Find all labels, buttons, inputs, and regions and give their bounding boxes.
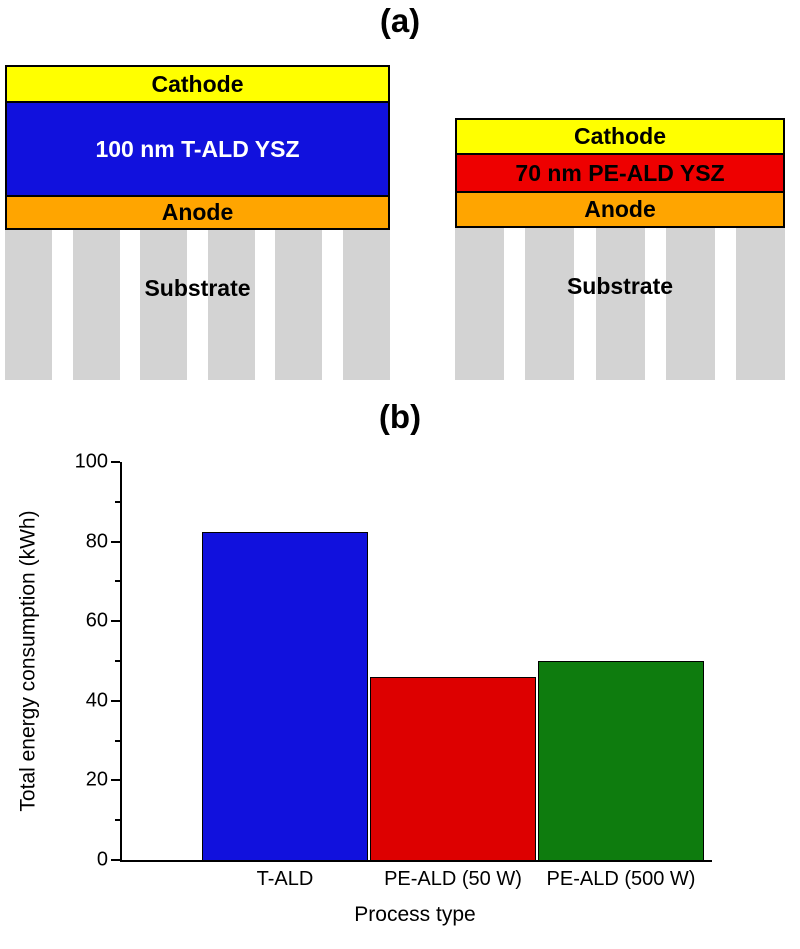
anode-label: Anode <box>161 199 234 225</box>
cathode-layer: Cathode <box>5 65 390 103</box>
y-axis-tick <box>115 739 120 742</box>
y-axis-tick <box>115 819 120 822</box>
x-axis-title: Process type <box>354 903 476 926</box>
anode-label: Anode <box>584 196 656 222</box>
substrate-pillar <box>275 230 323 380</box>
substrate-layer: Substrate <box>455 228 785 380</box>
x-axis-tick-label: PE-ALD (500 W) <box>546 868 696 890</box>
y-axis-title-text: Total energy consumption (kWh) <box>17 510 41 812</box>
y-axis-tick <box>111 859 120 861</box>
substrate-pillar <box>207 230 255 380</box>
substrate-pillar <box>455 228 504 380</box>
y-axis-tick <box>115 580 120 583</box>
device-pe-ald: Cathode 70 nm PE-ALD YSZ Anode Substrate <box>455 118 785 380</box>
substrate-label: Substrate <box>566 273 674 299</box>
y-axis-tick <box>115 500 120 503</box>
substrate-pillar <box>342 230 390 380</box>
electrolyte-layer: 70 nm PE-ALD YSZ <box>455 153 785 193</box>
substrate-layer: Substrate <box>5 230 390 380</box>
substrate-label: Substrate <box>144 275 251 301</box>
plot-area: 0 20 40 60 80 100 T-ALD PE-ALD (50 W) PE-ALD (50… <box>75 451 712 890</box>
electrolyte-layer: 100 nm T-ALD YSZ <box>5 101 390 197</box>
substrate-pillar <box>5 230 52 380</box>
substrate-pillar <box>72 230 120 380</box>
electrolyte-label: 100 nm T-ALD YSZ <box>95 135 300 162</box>
y-axis-tick-label: 100 <box>74 450 108 473</box>
panel-a-label: (a) <box>379 2 421 39</box>
cathode-label: Cathode <box>151 70 244 97</box>
cathode-label: Cathode <box>574 123 666 149</box>
y-axis-tick <box>111 540 120 543</box>
y-axis-tick <box>111 779 120 782</box>
x-axis-tick-label: T-ALD <box>256 868 314 890</box>
y-axis-tick <box>115 660 120 662</box>
electrolyte-label: 70 nm PE-ALD YSZ <box>515 159 725 186</box>
chart-bar <box>202 531 368 860</box>
substrate-pillar <box>665 228 715 380</box>
y-axis-tick <box>111 620 120 623</box>
y-axis-tick <box>111 699 120 702</box>
device-t-ald: Cathode 100 nm T-ALD YSZ Anode Substrate <box>5 65 390 380</box>
y-axis-title: Total energy consumption (kWh) <box>0 462 58 860</box>
substrate-pillar <box>595 228 645 380</box>
y-axis-tick <box>111 461 120 463</box>
anode-layer: Anode <box>455 191 785 228</box>
chart-bar <box>370 676 536 860</box>
y-axis-tick-label: 40 <box>85 689 108 712</box>
substrate-pillar <box>140 230 188 380</box>
y-axis-tick-label: 20 <box>85 768 108 791</box>
y-axis-tick-label: 80 <box>85 530 108 553</box>
y-axis-tick-label: 60 <box>85 609 108 632</box>
chart-bar <box>538 661 704 860</box>
panel-b-label: (b) <box>378 398 422 435</box>
cathode-layer: Cathode <box>455 118 785 155</box>
substrate-pillar <box>736 228 785 380</box>
substrate-pillar <box>525 228 575 380</box>
y-axis-tick-label: 0 <box>96 848 108 871</box>
anode-layer: Anode <box>5 195 390 230</box>
x-axis-tick-label: PE-ALD (50 W) <box>384 868 522 890</box>
